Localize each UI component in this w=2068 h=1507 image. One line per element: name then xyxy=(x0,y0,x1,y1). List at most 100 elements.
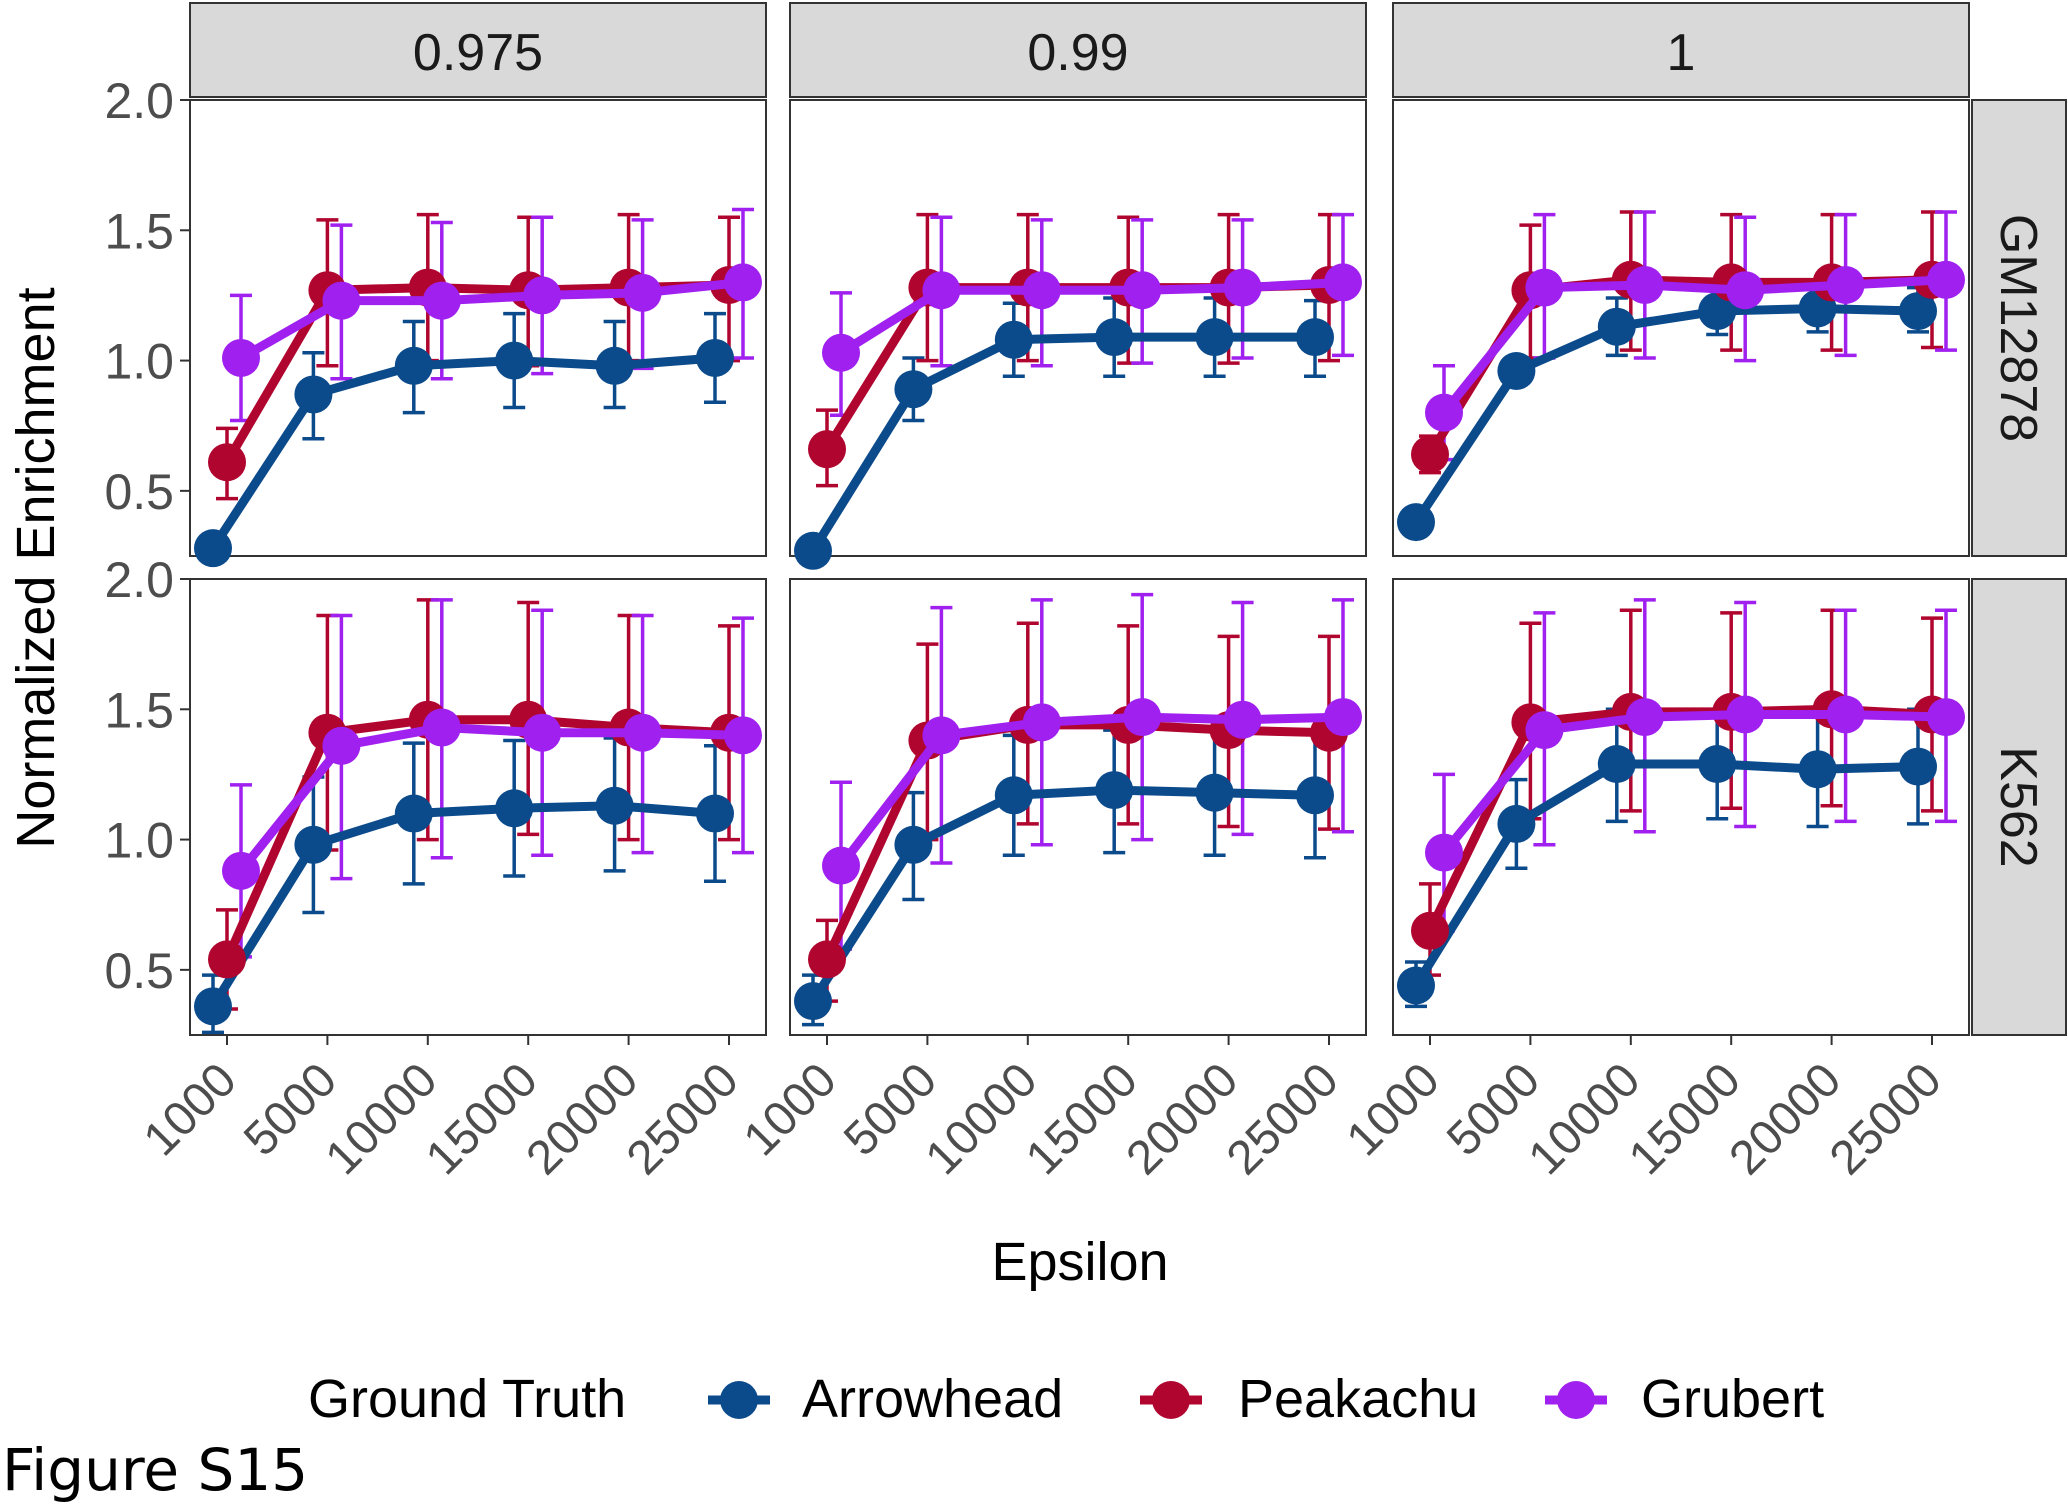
data-point xyxy=(222,338,260,377)
data-point xyxy=(394,794,433,833)
legend-title: Ground Truth xyxy=(308,1369,626,1429)
data-point xyxy=(595,786,634,825)
data-point xyxy=(822,333,860,372)
legend-label: Grubert xyxy=(1641,1369,1824,1429)
data-point xyxy=(1195,318,1234,357)
legend-key-point xyxy=(720,1381,758,1419)
facet-label-col: 1 xyxy=(1667,24,1696,82)
data-point xyxy=(1095,318,1134,357)
data-point xyxy=(523,713,562,752)
y-tick-label: 2.0 xyxy=(104,73,174,129)
legend-key-point xyxy=(1557,1381,1595,1419)
data-point xyxy=(1123,698,1162,737)
data-point xyxy=(894,825,933,864)
data-point xyxy=(1525,711,1564,750)
x-tick-label: 15000 xyxy=(1619,1053,1751,1185)
x-tick-label: 25000 xyxy=(1217,1053,1349,1185)
data-point xyxy=(322,726,361,765)
x-tick-label: 20000 xyxy=(517,1053,649,1185)
facet-label-col: 0.975 xyxy=(413,24,543,82)
data-point xyxy=(994,320,1033,359)
x-tick-label: 20000 xyxy=(1720,1053,1852,1185)
data-point xyxy=(322,281,361,320)
data-point xyxy=(1726,695,1765,734)
data-point xyxy=(1425,393,1463,432)
data-point xyxy=(1397,966,1435,1005)
data-point xyxy=(794,531,832,570)
data-point xyxy=(994,776,1033,815)
data-point xyxy=(1625,698,1664,737)
data-point xyxy=(808,940,846,979)
x-tick-label: 1000 xyxy=(134,1053,247,1166)
data-point xyxy=(1698,292,1737,331)
x-tick-label: 15000 xyxy=(1016,1053,1148,1185)
legend-label: Peakachu xyxy=(1238,1369,1478,1429)
data-point xyxy=(1397,503,1435,542)
panel xyxy=(1392,99,1970,557)
x-tick-label: 1000 xyxy=(734,1053,847,1166)
data-point xyxy=(194,987,232,1026)
data-point xyxy=(1597,745,1636,784)
panel-border xyxy=(189,99,767,557)
data-point xyxy=(1698,745,1737,784)
data-point xyxy=(724,263,762,302)
data-point xyxy=(422,281,461,320)
data-point xyxy=(1497,804,1536,843)
data-point xyxy=(1425,833,1463,872)
data-point xyxy=(1726,271,1765,310)
data-point xyxy=(1899,747,1937,786)
data-point xyxy=(1411,911,1449,950)
data-point xyxy=(696,794,734,833)
x-tick-label: 15000 xyxy=(416,1053,548,1185)
data-point xyxy=(294,375,333,414)
y-tick-label: 1.5 xyxy=(104,682,174,738)
data-point xyxy=(1927,260,1965,299)
y-tick-label: 0.5 xyxy=(104,464,174,520)
x-axis-title: Epsilon xyxy=(991,1232,1168,1292)
data-point xyxy=(595,346,634,385)
facet-strip-row xyxy=(1971,578,2067,1036)
data-point xyxy=(1296,776,1334,815)
data-point xyxy=(794,982,832,1021)
y-tick-label: 1.0 xyxy=(104,334,174,390)
data-point xyxy=(1324,698,1362,737)
facet-strip-col xyxy=(789,2,1367,98)
facet-strip-col xyxy=(189,2,767,98)
data-point xyxy=(894,370,933,409)
data-point xyxy=(1223,268,1262,307)
data-point xyxy=(495,341,534,380)
data-point xyxy=(1123,271,1162,310)
panel xyxy=(1392,578,1970,1036)
x-tick-label: 10000 xyxy=(916,1053,1048,1185)
panel xyxy=(789,578,1367,1036)
legend: Ground Truth Arrowhead Peakachu Grubert xyxy=(308,1369,1824,1429)
x-tick-label: 25000 xyxy=(1820,1053,1952,1185)
data-point xyxy=(822,846,860,885)
data-point xyxy=(1411,435,1449,474)
data-point xyxy=(208,940,246,979)
facet-label-col: 0.99 xyxy=(1027,24,1128,82)
facet-label-row: GM12878 xyxy=(1989,214,2047,442)
y-tick-label: 1.0 xyxy=(104,813,174,869)
panel xyxy=(789,99,1367,570)
y-tick-label: 2.0 xyxy=(104,552,174,608)
data-point xyxy=(724,716,762,755)
data-point xyxy=(1497,351,1536,390)
data-point xyxy=(1899,292,1937,331)
x-tick-label: 20000 xyxy=(1117,1053,1249,1185)
y-axis-title: Normalized Enrichment xyxy=(6,287,66,848)
facet-strip-row xyxy=(1971,99,2067,557)
data-point xyxy=(1798,750,1837,789)
data-point xyxy=(422,708,461,747)
data-point xyxy=(1223,700,1262,739)
panel xyxy=(189,578,767,1036)
data-point xyxy=(1826,266,1865,305)
data-point xyxy=(1927,698,1965,737)
data-point xyxy=(208,443,246,482)
x-tick-label: 10000 xyxy=(1519,1053,1651,1185)
data-point xyxy=(1625,266,1664,305)
x-tick-label: 10000 xyxy=(316,1053,448,1185)
data-point xyxy=(1324,263,1362,302)
data-point xyxy=(523,276,562,315)
